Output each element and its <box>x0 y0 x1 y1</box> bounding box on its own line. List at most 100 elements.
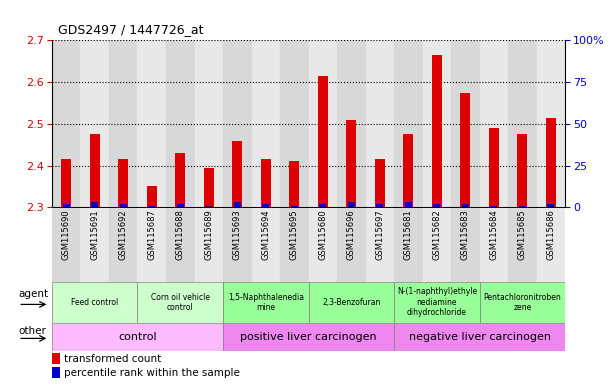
Bar <box>337 40 365 207</box>
Bar <box>261 159 271 207</box>
Text: 1,5-Naphthalenedia
mine: 1,5-Naphthalenedia mine <box>228 293 304 312</box>
Bar <box>166 40 194 207</box>
Bar <box>432 55 442 207</box>
Bar <box>223 40 252 207</box>
Bar <box>394 207 423 282</box>
Bar <box>232 141 242 207</box>
Bar <box>423 207 451 282</box>
Text: other: other <box>18 326 46 336</box>
Bar <box>480 282 565 323</box>
Bar <box>120 204 127 207</box>
Bar <box>546 118 556 207</box>
Text: GSM115691: GSM115691 <box>90 210 99 260</box>
Text: GSM115681: GSM115681 <box>404 210 413 260</box>
Text: negative liver carcinogen: negative liver carcinogen <box>409 332 551 342</box>
Bar <box>137 40 166 207</box>
Bar <box>318 76 327 207</box>
Bar <box>147 187 156 207</box>
Bar <box>451 40 480 207</box>
Text: Pentachloronitroben
zene: Pentachloronitroben zene <box>483 293 562 312</box>
Bar <box>309 40 337 207</box>
Bar <box>252 40 280 207</box>
Bar <box>223 282 309 323</box>
Bar <box>309 282 394 323</box>
Bar <box>489 128 499 207</box>
Bar <box>404 202 412 207</box>
Bar <box>291 206 298 207</box>
Bar <box>252 207 280 282</box>
Bar <box>403 134 413 207</box>
Bar <box>319 204 326 207</box>
Bar <box>547 204 555 207</box>
Bar <box>309 207 337 282</box>
Text: Corn oil vehicle
control: Corn oil vehicle control <box>151 293 210 312</box>
Bar <box>480 207 508 282</box>
Bar <box>280 40 309 207</box>
Bar <box>280 207 309 282</box>
Bar <box>177 204 184 207</box>
Bar <box>348 202 355 207</box>
Bar <box>337 207 365 282</box>
Text: GSM115684: GSM115684 <box>489 210 499 260</box>
Bar <box>52 40 81 207</box>
Text: percentile rank within the sample: percentile rank within the sample <box>64 368 240 378</box>
Bar <box>394 282 480 323</box>
Text: GSM115685: GSM115685 <box>518 210 527 260</box>
Bar <box>394 323 565 351</box>
Text: GSM115692: GSM115692 <box>119 210 128 260</box>
Bar <box>52 323 223 351</box>
Bar <box>536 40 565 207</box>
Text: GSM115695: GSM115695 <box>290 210 299 260</box>
Bar <box>490 206 497 207</box>
Text: positive liver carcinogen: positive liver carcinogen <box>240 332 377 342</box>
Text: GSM115682: GSM115682 <box>433 210 441 260</box>
Text: GSM115694: GSM115694 <box>262 210 270 260</box>
Bar <box>90 134 100 207</box>
Text: GSM115690: GSM115690 <box>62 210 71 260</box>
Bar <box>290 161 299 207</box>
Bar <box>394 40 423 207</box>
Bar <box>52 353 60 364</box>
Bar <box>52 282 137 323</box>
Text: agent: agent <box>18 288 48 298</box>
Bar <box>109 40 137 207</box>
Bar <box>536 207 565 282</box>
Bar <box>194 40 223 207</box>
Text: GSM115680: GSM115680 <box>318 210 327 260</box>
Text: GSM115687: GSM115687 <box>147 210 156 260</box>
Bar <box>519 206 526 207</box>
Text: GSM115683: GSM115683 <box>461 210 470 260</box>
Bar <box>508 40 536 207</box>
Bar <box>433 204 441 207</box>
Bar <box>376 204 384 207</box>
Bar <box>194 207 223 282</box>
Bar <box>81 207 109 282</box>
Bar <box>365 207 394 282</box>
Bar <box>137 207 166 282</box>
Text: Feed control: Feed control <box>71 298 119 307</box>
Text: 2,3-Benzofuran: 2,3-Benzofuran <box>322 298 381 307</box>
Bar <box>375 159 385 207</box>
Text: GSM115688: GSM115688 <box>176 210 185 260</box>
Bar <box>462 204 469 207</box>
Bar <box>91 202 98 207</box>
Bar <box>204 168 214 207</box>
Bar <box>423 40 451 207</box>
Bar <box>81 40 109 207</box>
Bar <box>61 159 71 207</box>
Bar <box>480 40 508 207</box>
Text: GSM115686: GSM115686 <box>546 210 555 260</box>
Text: GSM115696: GSM115696 <box>347 210 356 260</box>
Bar <box>166 207 194 282</box>
Bar <box>233 202 241 207</box>
Bar <box>119 159 128 207</box>
Bar <box>346 120 356 207</box>
Bar <box>63 204 70 207</box>
Text: GSM115693: GSM115693 <box>233 210 242 260</box>
Bar <box>461 93 470 207</box>
Bar <box>451 207 480 282</box>
Text: GSM115697: GSM115697 <box>375 210 384 260</box>
Bar <box>148 206 155 207</box>
Bar <box>52 367 60 379</box>
Bar <box>223 323 394 351</box>
